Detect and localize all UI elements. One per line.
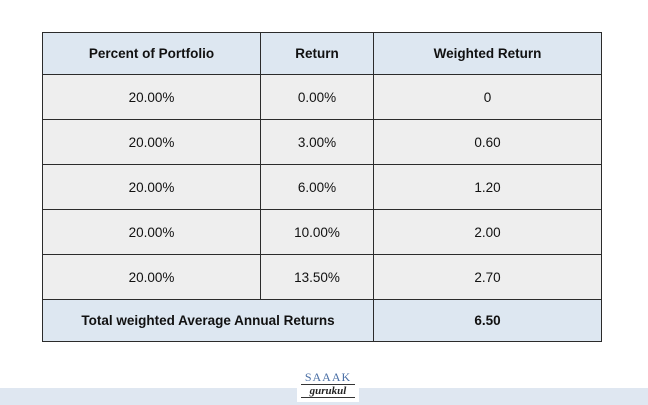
percent-cell: 20.00% (42, 119, 261, 165)
header-return: Return (260, 32, 374, 75)
logo-top-text: SAAAK (304, 370, 352, 384)
weighted-return-cell: 1.20 (373, 164, 602, 210)
return-cell: 3.00% (260, 119, 374, 165)
percent-cell: 20.00% (42, 209, 261, 255)
saaak-gurukul-logo: SAAAK gurukul (297, 370, 359, 402)
total-value: 6.50 (373, 299, 602, 342)
logo-bottom-text: gurukul (301, 384, 355, 398)
percent-cell: 20.00% (42, 164, 261, 210)
table-row: 20.00% 10.00% 2.00 (42, 209, 602, 255)
return-cell: 6.00% (260, 164, 374, 210)
weighted-return-cell: 2.70 (373, 254, 602, 300)
table-row: 20.00% 3.00% 0.60 (42, 119, 602, 165)
table-row: 20.00% 0.00% 0 (42, 74, 602, 120)
header-percent-of-portfolio: Percent of Portfolio (42, 32, 261, 75)
table-row: 20.00% 6.00% 1.20 (42, 164, 602, 210)
table-row: 20.00% 13.50% 2.70 (42, 254, 602, 300)
total-label: Total weighted Average Annual Returns (42, 299, 374, 342)
header-row: Percent of Portfolio Return Weighted Ret… (42, 32, 602, 75)
weighted-return-cell: 2.00 (373, 209, 602, 255)
return-cell: 10.00% (260, 209, 374, 255)
return-cell: 13.50% (260, 254, 374, 300)
header-weighted-return: Weighted Return (373, 32, 602, 75)
percent-cell: 20.00% (42, 74, 261, 120)
return-cell: 0.00% (260, 74, 374, 120)
weighted-return-cell: 0.60 (373, 119, 602, 165)
weighted-return-table: Percent of Portfolio Return Weighted Ret… (42, 32, 602, 342)
percent-cell: 20.00% (42, 254, 261, 300)
total-row: Total weighted Average Annual Returns 6.… (42, 299, 602, 342)
weighted-return-cell: 0 (373, 74, 602, 120)
